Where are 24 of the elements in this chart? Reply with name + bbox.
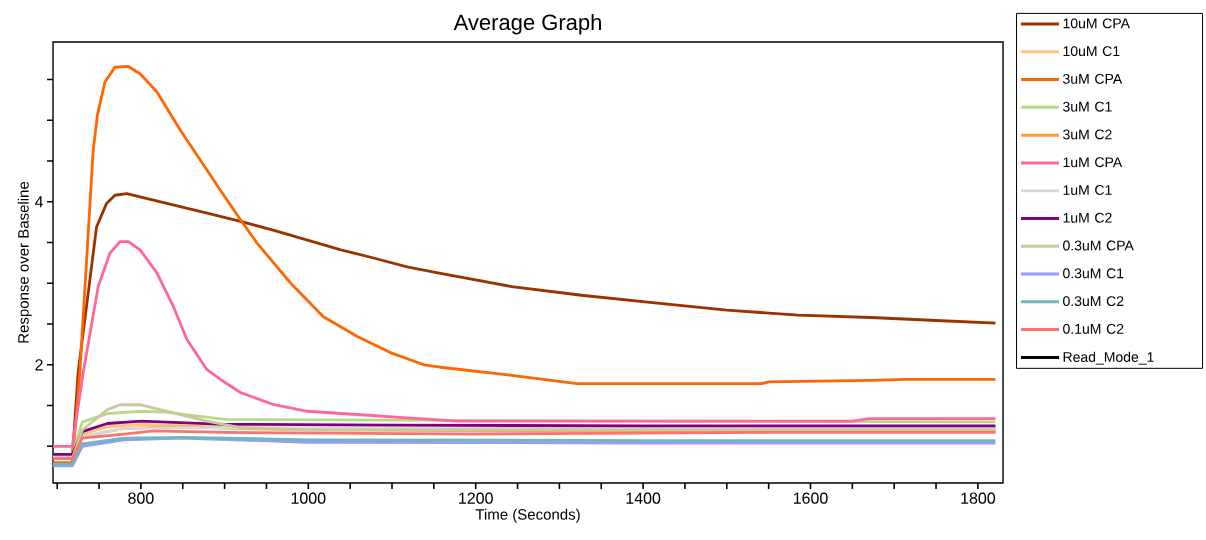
legend-label: 3uM CPA	[1063, 73, 1123, 84]
y-tick-label: 2	[35, 359, 43, 371]
y-axis-title: Response over Baseline	[17, 181, 32, 343]
legend-label: 0.1uM C2	[1063, 323, 1124, 334]
legend-label: Read_Mode_1	[1063, 351, 1154, 365]
legend-label: 1uM CPA	[1063, 157, 1123, 168]
legend-label: 3uM C1	[1063, 101, 1112, 112]
legend-label: 3uM C2	[1063, 129, 1112, 140]
legend-label: 1uM C1	[1063, 185, 1112, 195]
x-tick-label: 800	[128, 492, 154, 504]
legend-label: 10uM C1	[1063, 46, 1120, 57]
x-axis-title: Time (Seconds)	[475, 508, 580, 523]
legend-label: 0.3uM CPA	[1063, 240, 1134, 251]
x-tick-label: 1000	[291, 492, 326, 504]
x-tick-label: 1400	[626, 492, 661, 504]
x-tick-label: 1200	[459, 492, 493, 504]
x-tick-label: 1800	[961, 492, 996, 504]
y-tick-label: 4	[34, 196, 44, 208]
legend-label: 0.3uM C1	[1063, 268, 1124, 279]
legend-label: 0.3uM C2	[1063, 296, 1124, 307]
legend-label: 10uM CPA	[1063, 18, 1130, 29]
legend-label: 1uM C2	[1063, 212, 1112, 223]
x-tick-label: 1600	[793, 492, 828, 504]
chart-title: Average Graph	[453, 13, 601, 35]
